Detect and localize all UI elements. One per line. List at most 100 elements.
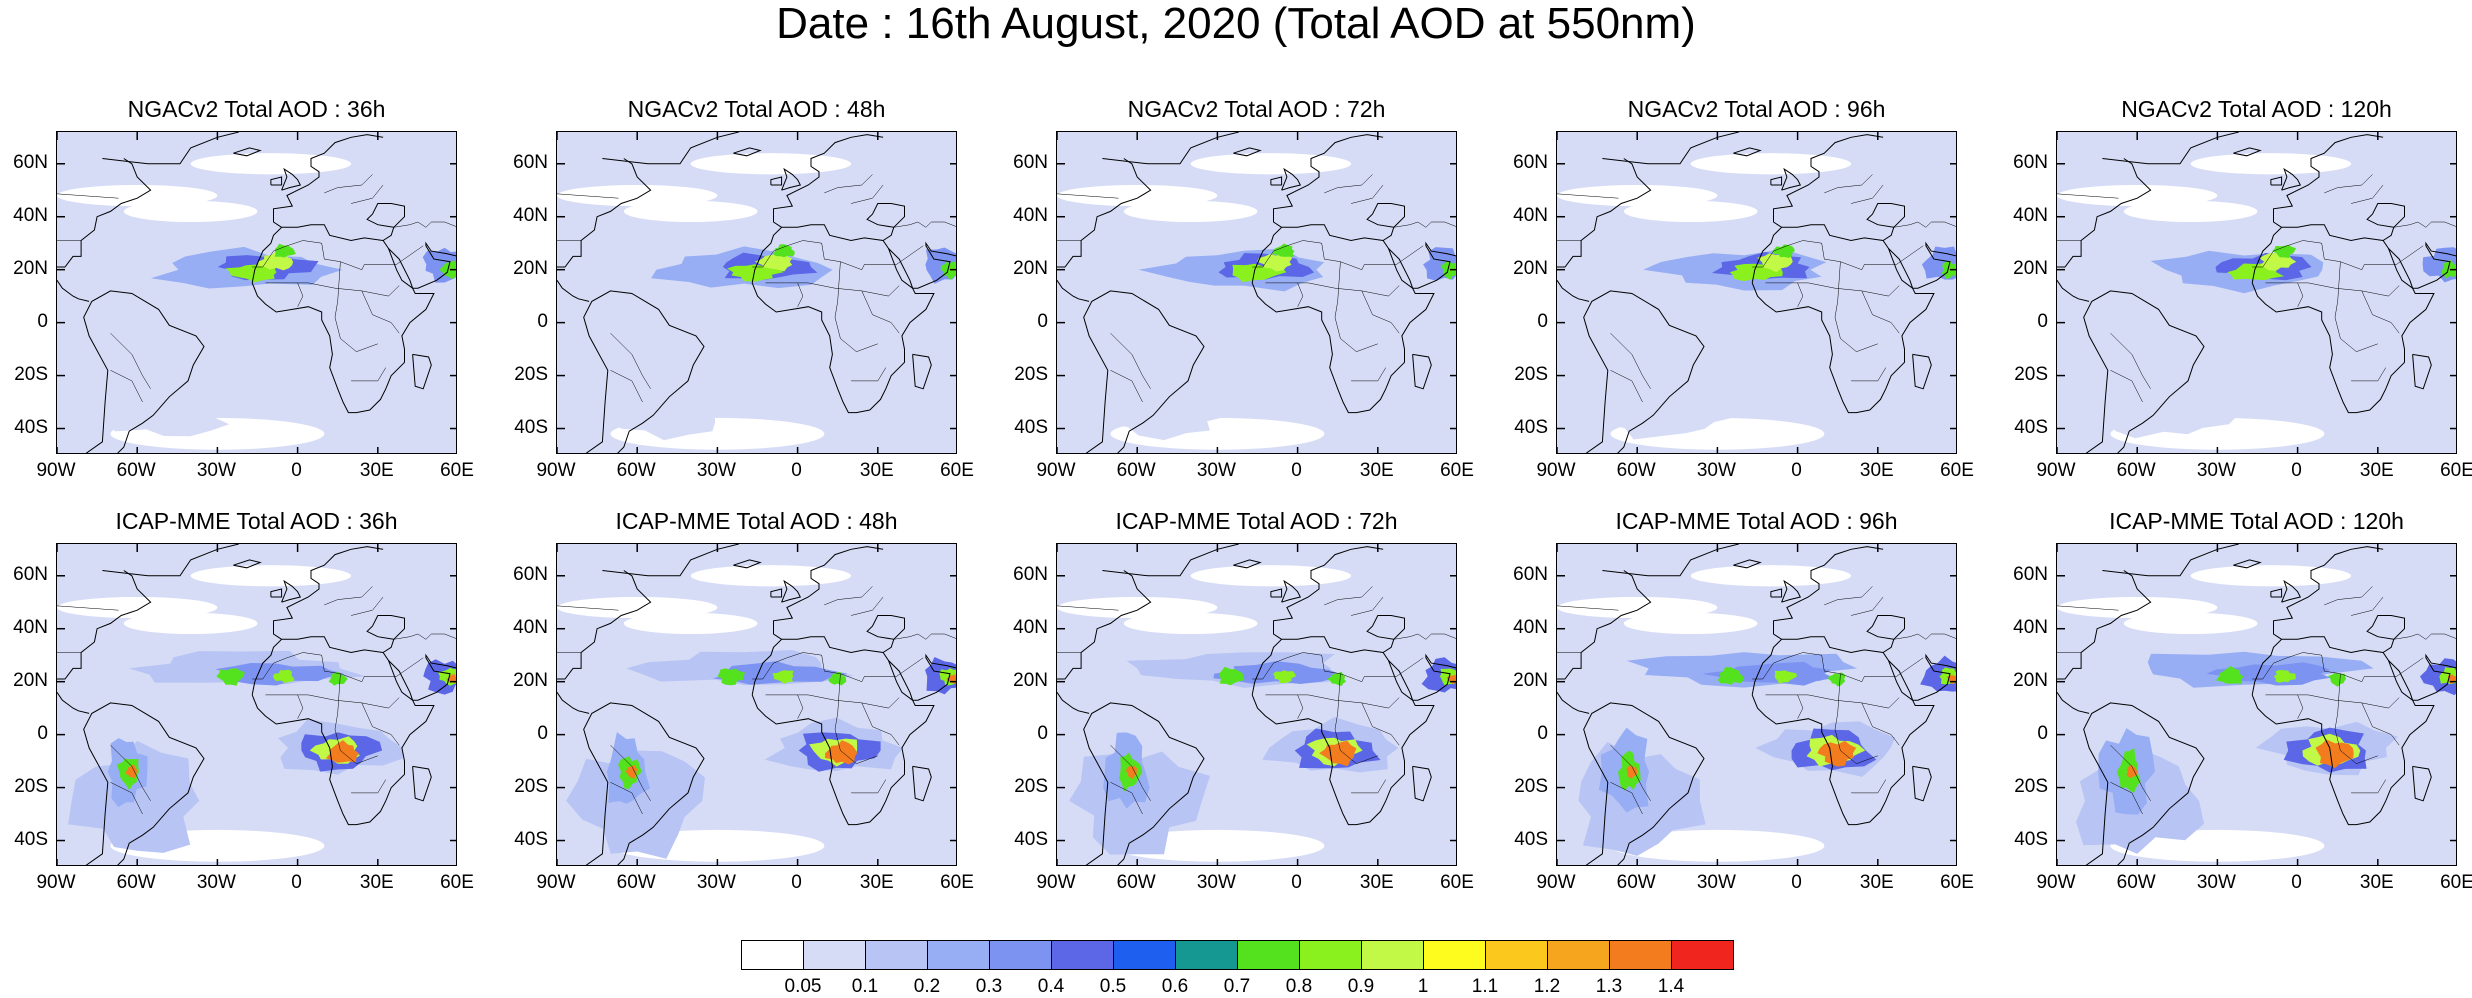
aerosol-plume xyxy=(772,670,794,684)
coastline xyxy=(1557,570,1652,680)
country-border xyxy=(2361,702,2400,746)
country-border xyxy=(1893,221,1956,228)
coastline xyxy=(1233,559,1262,569)
coastline xyxy=(2366,615,2405,653)
clean-air-patch xyxy=(190,565,352,587)
country-border xyxy=(1334,673,1378,764)
x-tick-label: 30E xyxy=(1859,872,1894,893)
country-border xyxy=(1351,596,1384,616)
coastline xyxy=(1751,546,1884,695)
coastline xyxy=(1366,615,1405,653)
aerosol-plume xyxy=(754,252,793,272)
y-tick-label: 20S xyxy=(514,775,548,797)
x-tick-label: 30E xyxy=(359,872,394,893)
coastline xyxy=(1583,290,1705,453)
x-tick-label: 30E xyxy=(1359,872,1394,893)
country-border xyxy=(297,694,304,719)
colorbar-swatch xyxy=(989,940,1052,970)
y-tick-label: 20S xyxy=(1014,775,1048,797)
x-tick-label: 30W xyxy=(1696,460,1736,481)
coastline xyxy=(1888,241,1956,289)
coastline xyxy=(1781,579,1802,603)
coastline xyxy=(366,615,405,653)
colorbar-label: 0.4 xyxy=(1037,976,1065,997)
clean-air-patch xyxy=(690,153,852,175)
y-tick-label: 40S xyxy=(2014,416,2048,438)
colorbar-swatch xyxy=(1547,940,1610,970)
colorbar-swatch xyxy=(1237,940,1300,970)
coastline xyxy=(1251,224,1435,414)
colorbar-swatch xyxy=(1175,940,1238,970)
colorbar-label: 0.1 xyxy=(851,976,879,997)
country-border xyxy=(610,745,651,801)
y-tick-label: 40S xyxy=(14,828,48,850)
colorbar-label: 0.6 xyxy=(1161,976,1189,997)
country-border xyxy=(893,221,956,228)
country-border xyxy=(1110,333,1151,389)
coastline xyxy=(1602,544,1739,577)
y-tick-label: 20N xyxy=(1013,257,1048,279)
map-ngacv2-36h xyxy=(56,131,457,454)
x-tick-label: 60E xyxy=(2440,460,2472,481)
country-border xyxy=(2351,596,2384,616)
clean-air-patch xyxy=(2057,596,2218,619)
country-border xyxy=(610,333,651,389)
coastline xyxy=(2233,147,2262,157)
clean-air-patch xyxy=(123,612,258,635)
country-border xyxy=(1265,694,1400,709)
aerosol-plume xyxy=(1272,243,1295,257)
coastline xyxy=(2251,224,2435,414)
coastline xyxy=(1751,636,1935,826)
coastline xyxy=(751,546,884,695)
country-border xyxy=(851,596,884,616)
coastline xyxy=(2412,765,2432,802)
coastline xyxy=(888,653,956,701)
x-tick-label: 90W xyxy=(1536,872,1576,893)
clean-air-patch xyxy=(190,153,352,175)
aerosol-plume xyxy=(1257,252,1293,272)
y-tick-label: 60N xyxy=(1513,151,1548,173)
coastline xyxy=(102,544,239,577)
coastline xyxy=(866,615,905,653)
country-border xyxy=(351,779,387,794)
x-tick-label: 30W xyxy=(2196,460,2236,481)
x-tick-label: 30E xyxy=(859,460,894,481)
aod-field-ngacv2-120h xyxy=(2057,132,2456,453)
aerosol-plume xyxy=(1828,672,1846,687)
aerosol-plume xyxy=(736,341,923,417)
coastline xyxy=(733,147,762,157)
x-tick-label: 30W xyxy=(2196,872,2236,893)
aerosol-plume xyxy=(2272,244,2297,259)
coastline xyxy=(1057,158,1152,268)
y-tick-label: 60N xyxy=(1013,151,1048,173)
country-border xyxy=(2396,657,2424,677)
country-border xyxy=(765,694,900,709)
coastline xyxy=(2366,203,2405,241)
coastline xyxy=(2057,570,2152,680)
y-tick-label: 0 xyxy=(37,722,48,744)
aerosol-plume xyxy=(1219,666,1245,686)
country-border xyxy=(1896,657,1924,677)
colorbar-swatch xyxy=(1609,940,1672,970)
map-icap-mme-120h xyxy=(2056,543,2457,866)
country-border xyxy=(2297,694,2304,719)
colorbar-swatch xyxy=(1113,940,1176,970)
clean-air-patch xyxy=(1623,612,1758,635)
y-tick-label: 20N xyxy=(513,669,548,691)
clean-air-patch xyxy=(623,612,758,635)
y-tick-label: 0 xyxy=(2037,310,2048,332)
aerosol-plume xyxy=(1772,244,1795,258)
x-tick-label: 0 xyxy=(2291,460,2302,481)
coastline xyxy=(1557,280,1590,302)
x-tick-label: 90W xyxy=(1036,872,1076,893)
aerosol-plume xyxy=(1327,671,1347,687)
coastline xyxy=(1281,579,1302,603)
aerosol-plume xyxy=(1817,740,1857,767)
colorbar-label: 0.7 xyxy=(1223,976,1251,997)
coastline xyxy=(1388,653,1456,701)
y-tick-label: 60N xyxy=(2013,151,2048,173)
y-tick-label: 20S xyxy=(2014,775,2048,797)
coastline xyxy=(251,224,435,414)
country-border xyxy=(57,193,119,199)
map-ngacv2-120h xyxy=(2056,131,2457,454)
